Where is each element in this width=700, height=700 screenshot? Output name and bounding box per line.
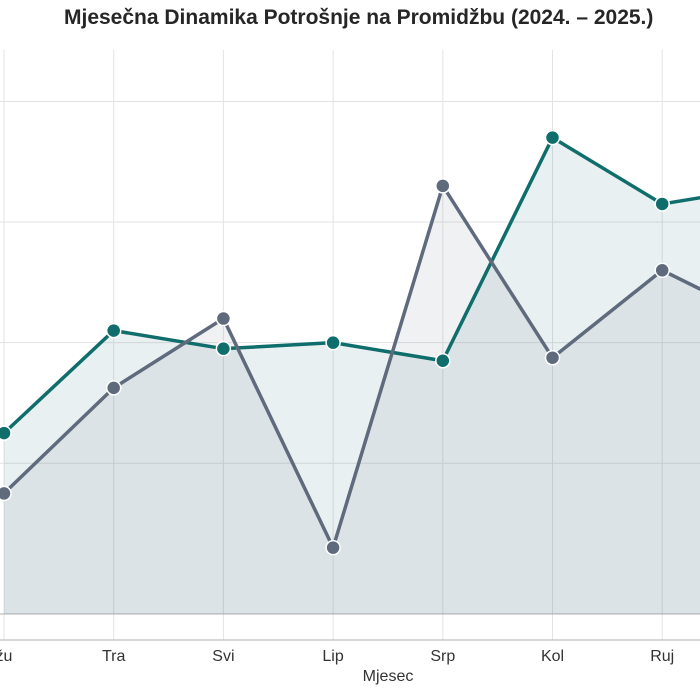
series-points	[0, 129, 670, 556]
series-1-point	[654, 196, 670, 212]
series-lines	[2, 135, 700, 550]
x-axis-title: Mjesec	[362, 668, 414, 685]
x-tick-label: Lip	[322, 648, 343, 665]
series-1-point	[215, 340, 232, 357]
series-2-point	[544, 349, 561, 366]
series-1-point	[0, 425, 12, 441]
series-2-point	[325, 539, 341, 556]
series-1-point	[325, 334, 341, 351]
x-tick-label: Tra	[102, 648, 126, 665]
series-1-point	[544, 129, 561, 146]
x-tick-label: Srp	[430, 648, 455, 665]
area-fills	[4, 137, 700, 614]
series-2-point	[435, 178, 451, 194]
x-tick-label: Svi	[212, 648, 234, 665]
x-tick-label: Kol	[541, 648, 564, 665]
series-2-area	[4, 185, 700, 614]
series-1-line	[2, 135, 700, 435]
series-2-line	[2, 184, 700, 550]
series-1-area	[4, 137, 700, 614]
chart-title: Mjesečna Dinamika Potrošnje na Promidžbu…	[64, 6, 654, 29]
series-2-point	[654, 262, 670, 279]
series-2-point	[105, 380, 122, 396]
x-axis: žu Tra Svi Lip Srp Kol Ruj	[0, 648, 674, 665]
series-1-point	[105, 322, 122, 339]
series-2-point	[215, 310, 232, 327]
x-tick-label: Ruj	[650, 648, 674, 665]
x-tick-label: žu	[0, 648, 12, 665]
series-2-point	[0, 485, 12, 502]
series-1-point	[435, 352, 451, 369]
grid	[0, 50, 700, 641]
